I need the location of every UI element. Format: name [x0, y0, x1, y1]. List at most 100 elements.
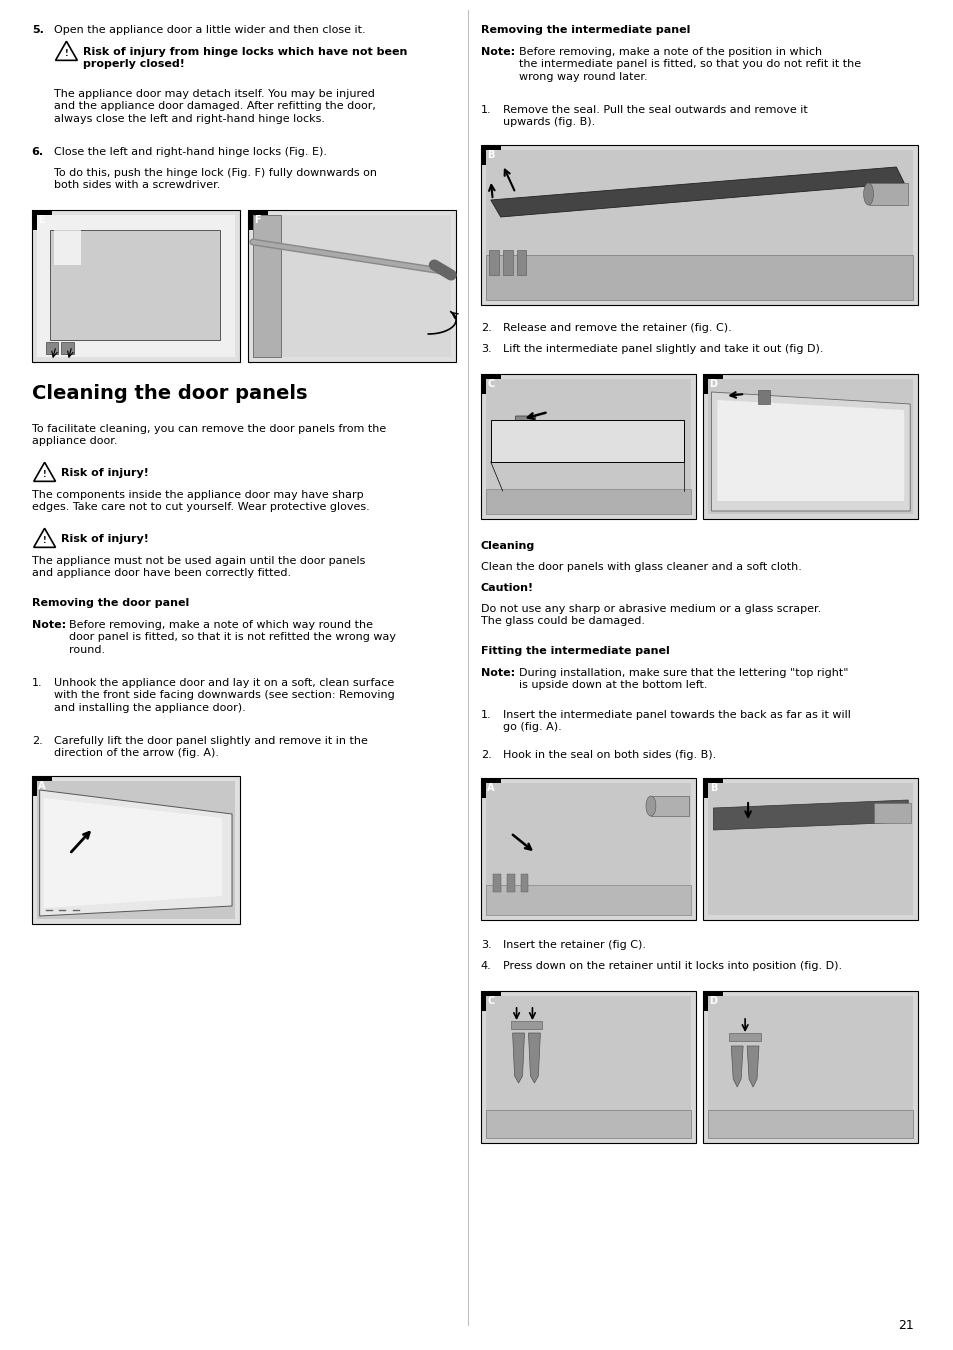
Text: To do this, push the hinge lock (Fig. F) fully downwards on
both sides with a sc: To do this, push the hinge lock (Fig. F)…	[53, 167, 376, 190]
Text: To facilitate cleaning, you can remove the door panels from the
appliance door.: To facilitate cleaning, you can remove t…	[31, 424, 386, 447]
Bar	[480, 144, 917, 305]
Bar	[480, 374, 500, 394]
Polygon shape	[512, 1033, 524, 1083]
Text: Before removing, make a note of the position in which
the intermediate panel is : Before removing, make a note of the posi…	[518, 47, 860, 82]
Text: Cleaning: Cleaning	[480, 541, 535, 551]
Text: Release and remove the retainer (fig. C).: Release and remove the retainer (fig. C)…	[502, 323, 731, 333]
Polygon shape	[730, 1046, 742, 1087]
Text: Removing the intermediate panel: Removing the intermediate panel	[480, 26, 690, 35]
Text: 5.: 5.	[31, 26, 44, 35]
Bar	[485, 996, 690, 1138]
Text: B: B	[487, 150, 494, 161]
Bar	[46, 342, 58, 354]
Text: 3.: 3.	[480, 344, 491, 354]
Text: 3.: 3.	[480, 940, 491, 950]
Text: E: E	[38, 215, 45, 225]
Bar	[480, 991, 500, 1011]
Bar	[708, 1110, 912, 1138]
Bar	[873, 803, 910, 824]
Bar	[253, 215, 451, 356]
Ellipse shape	[645, 796, 656, 815]
Text: Open the appliance door a little wider and then close it.: Open the appliance door a little wider a…	[53, 26, 365, 35]
Bar	[867, 184, 907, 205]
Text: !: !	[43, 470, 47, 479]
Bar	[493, 873, 500, 892]
Bar	[516, 250, 526, 275]
Text: F: F	[254, 215, 261, 225]
Text: Note:: Note:	[480, 47, 515, 57]
Bar	[480, 991, 695, 1143]
Text: The components inside the appliance door may have sharp
edges. Take care not to : The components inside the appliance door…	[31, 490, 369, 513]
Polygon shape	[746, 1046, 759, 1087]
Bar	[485, 150, 912, 300]
Text: B: B	[709, 783, 717, 792]
Bar	[36, 215, 234, 356]
Text: 4.: 4.	[480, 961, 491, 971]
Bar	[702, 778, 722, 798]
Text: Note:: Note:	[31, 620, 66, 630]
Bar	[485, 783, 690, 915]
Text: 21: 21	[898, 1319, 913, 1332]
Bar	[31, 211, 240, 362]
Polygon shape	[713, 801, 907, 830]
Text: Press down on the retainer until it locks into position (fig. D).: Press down on the retainer until it lock…	[502, 961, 841, 971]
Bar	[708, 379, 912, 514]
Text: 6.: 6.	[31, 147, 44, 157]
Text: C: C	[487, 379, 494, 389]
Bar	[650, 796, 688, 815]
Text: The appliance must not be used again until the door panels
and appliance door ha: The appliance must not be used again unt…	[31, 556, 365, 578]
Polygon shape	[40, 790, 232, 917]
Text: Risk of injury!: Risk of injury!	[61, 468, 150, 478]
Text: D: D	[709, 379, 717, 389]
Text: The appliance door may detach itself. You may be injured
and the appliance door : The appliance door may detach itself. Yo…	[53, 89, 375, 124]
Text: 1.: 1.	[480, 105, 491, 115]
Text: Cleaning the door panels: Cleaning the door panels	[31, 383, 307, 404]
Bar	[485, 379, 690, 514]
Text: 2.: 2.	[480, 751, 491, 760]
Text: C: C	[487, 996, 494, 1006]
Text: Risk of injury!: Risk of injury!	[61, 535, 150, 544]
Bar	[31, 776, 51, 796]
Bar	[31, 211, 51, 230]
Text: Carefully lift the door panel slightly and remove it in the
direction of the arr: Carefully lift the door panel slightly a…	[53, 736, 367, 759]
Bar	[758, 390, 769, 404]
Text: !: !	[43, 536, 47, 544]
Bar	[702, 374, 722, 394]
Bar	[485, 255, 912, 300]
Bar	[36, 782, 234, 919]
Text: Remove the seal. Pull the seal outwards and remove it
upwards (fig. B).: Remove the seal. Pull the seal outwards …	[502, 105, 806, 127]
Bar	[50, 230, 220, 340]
Bar	[61, 342, 74, 354]
Text: D: D	[709, 996, 717, 1006]
Bar	[253, 215, 280, 356]
Polygon shape	[490, 167, 903, 217]
Text: 2.: 2.	[31, 736, 43, 747]
Bar	[708, 996, 912, 1138]
Polygon shape	[528, 1033, 539, 1083]
Bar	[502, 250, 512, 275]
Text: Insert the intermediate panel towards the back as far as it will
go (fig. A).: Insert the intermediate panel towards th…	[502, 710, 850, 733]
Text: 1.: 1.	[31, 678, 42, 688]
Text: A: A	[38, 782, 46, 791]
Text: During installation, make sure that the lettering "top right"
is upside down at : During installation, make sure that the …	[518, 668, 847, 690]
Bar	[480, 374, 695, 518]
Text: Hook in the seal on both sides (fig. B).: Hook in the seal on both sides (fig. B).	[502, 751, 715, 760]
Text: Lift the intermediate panel slightly and take it out (fig D).: Lift the intermediate panel slightly and…	[502, 344, 822, 354]
Polygon shape	[44, 798, 222, 909]
Text: Note:: Note:	[480, 668, 515, 678]
Bar	[520, 873, 528, 892]
Bar	[708, 783, 912, 915]
Ellipse shape	[862, 184, 873, 205]
Bar	[702, 778, 917, 919]
Text: Risk of injury from hinge locks which have not been
properly closed!: Risk of injury from hinge locks which ha…	[83, 47, 407, 69]
Bar	[480, 778, 695, 919]
Text: A: A	[487, 783, 494, 792]
Text: Clean the door panels with glass cleaner and a soft cloth.: Clean the door panels with glass cleaner…	[480, 562, 801, 572]
Bar	[506, 873, 514, 892]
Bar	[485, 1110, 690, 1138]
Bar	[485, 489, 690, 514]
Bar	[702, 991, 722, 1011]
Bar	[480, 778, 500, 798]
Text: Caution!: Caution!	[480, 583, 534, 593]
Bar	[510, 1021, 542, 1029]
